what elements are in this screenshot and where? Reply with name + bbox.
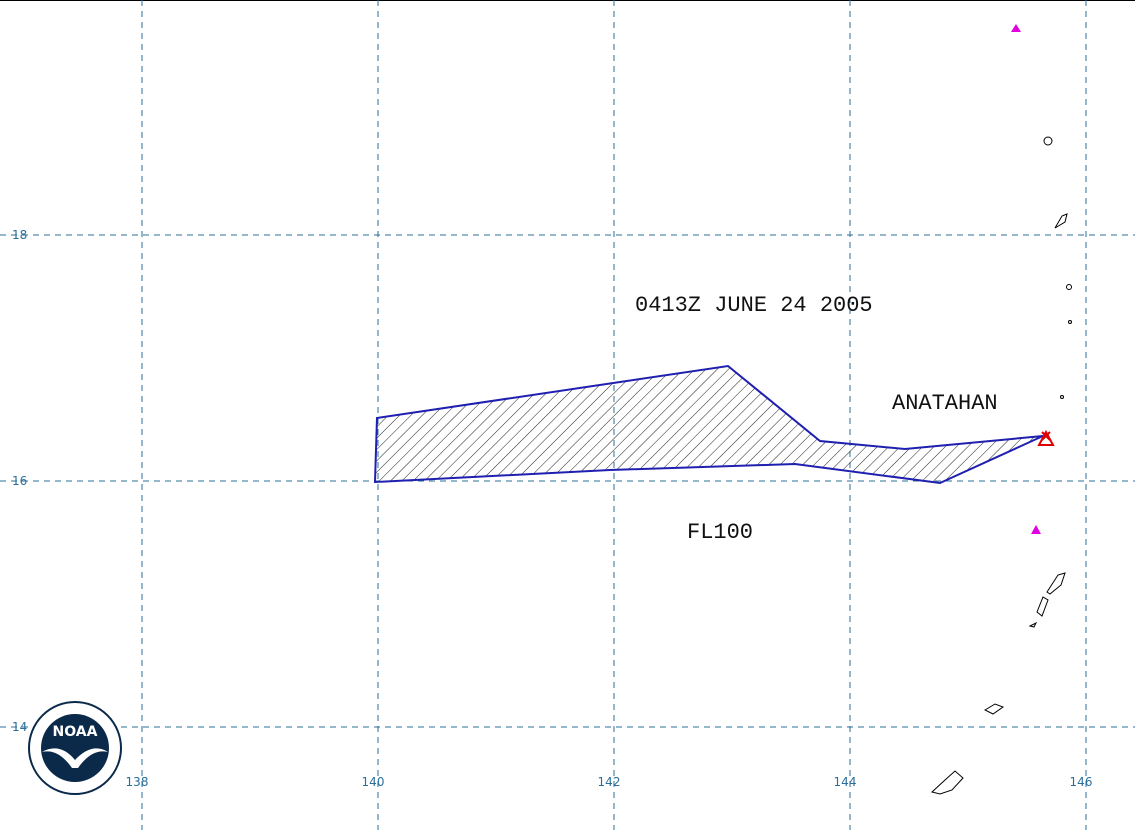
lon-label: 140	[362, 775, 385, 789]
ash-cloud	[373, 364, 1044, 485]
logo-text: NOAA	[53, 724, 98, 740]
islands	[930, 136, 1072, 795]
lon-label: 144	[834, 775, 857, 789]
time-label: 0413Z JUNE 24 2005	[635, 293, 873, 318]
lon-label: 138	[126, 775, 149, 789]
level-label: FL100	[687, 520, 753, 545]
lat-label: 16	[12, 474, 27, 488]
lat-label: 18	[12, 228, 27, 242]
volcano-label: ANATAHAN	[892, 391, 998, 416]
lon-label: 142	[598, 775, 621, 789]
lon-label: 146	[1070, 775, 1093, 789]
noaa-logo: NOAA	[28, 701, 122, 795]
volcano-markers	[1011, 24, 1055, 534]
lat-label: 14	[12, 720, 27, 734]
